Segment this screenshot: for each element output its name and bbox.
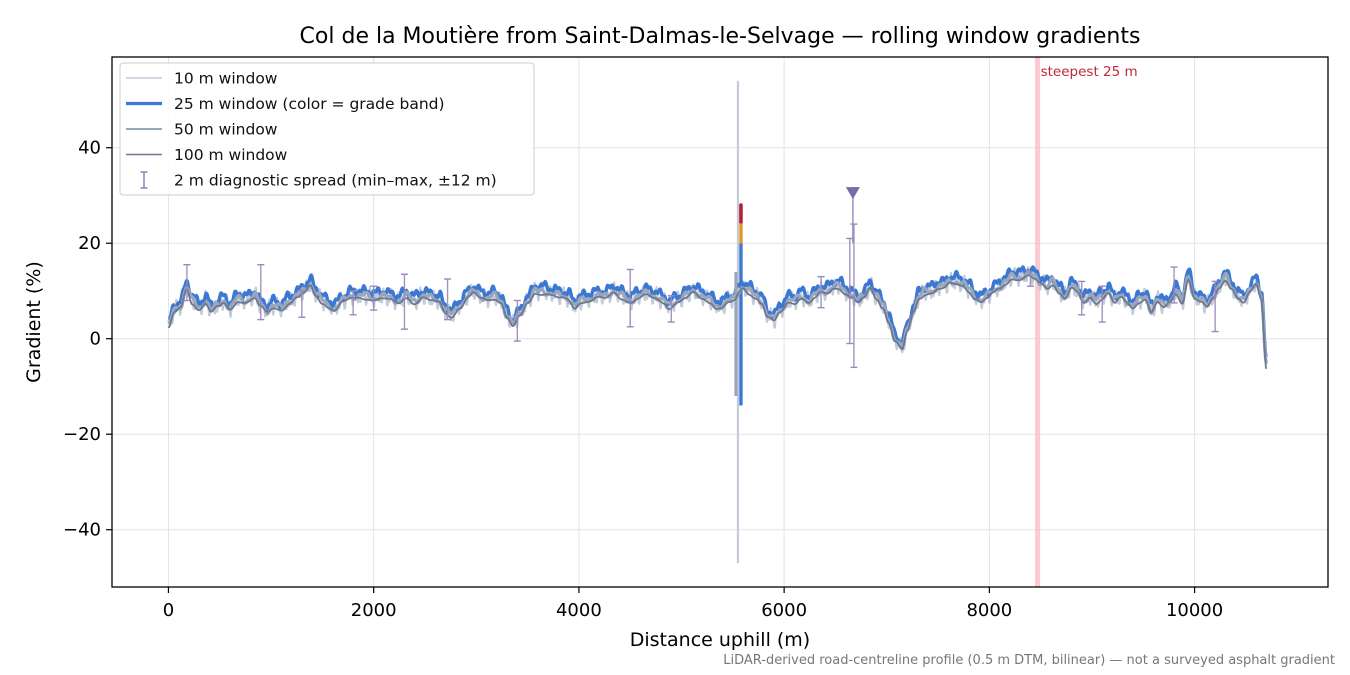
series-100m-window bbox=[167, 274, 1267, 369]
legend-label: 100 m window bbox=[174, 146, 288, 164]
x-tick-label: 8000 bbox=[966, 600, 1012, 621]
legend-label: 2 m diagnostic spread (min–max, ±12 m) bbox=[174, 172, 497, 190]
steepest-band bbox=[1035, 57, 1041, 587]
x-tick-label: 6000 bbox=[761, 600, 807, 621]
plot-frame bbox=[111, 56, 1329, 588]
y-axis-title: Gradient (%) bbox=[23, 261, 45, 383]
series-25m-window bbox=[167, 265, 1268, 358]
y-axis-ticks: −40 −20 0 20 40 bbox=[63, 138, 112, 541]
chart-title: Col de la Moutière from Saint-Dalmas-le-… bbox=[300, 24, 1141, 49]
legend: 10 m window 25 m window (color = grade ba… bbox=[119, 62, 535, 196]
legend-label: 10 m window bbox=[174, 70, 278, 88]
plot-area bbox=[167, 80, 1268, 564]
data-source-note: LiDAR-derived road-centreline profile (0… bbox=[723, 653, 1335, 668]
x-tick-label: 2000 bbox=[351, 600, 397, 621]
x-tick-label: 10000 bbox=[1166, 600, 1223, 621]
max-marker-triangle bbox=[845, 187, 860, 200]
x-axis-title: Distance uphill (m) bbox=[630, 629, 810, 651]
x-axis-ticks: 0 2000 4000 6000 8000 10000 bbox=[163, 587, 1223, 621]
y-tick-label: 20 bbox=[78, 233, 101, 254]
y-tick-label: 0 bbox=[90, 329, 101, 350]
series-10m-window bbox=[167, 266, 1267, 363]
legend-label: 25 m window (color = grade band) bbox=[174, 95, 445, 113]
x-tick-label: 4000 bbox=[556, 600, 602, 621]
y-tick-label: −20 bbox=[63, 424, 101, 445]
y-tick-label: 40 bbox=[78, 138, 101, 159]
steepest-label: steepest 25 m bbox=[1041, 64, 1138, 80]
legend-box bbox=[119, 62, 535, 196]
steepest-marker bbox=[1035, 57, 1041, 587]
legend-label: 50 m window bbox=[174, 121, 278, 139]
x-tick-label: 0 bbox=[163, 600, 174, 621]
y-tick-label: −40 bbox=[63, 520, 101, 541]
series-50m-window bbox=[167, 269, 1268, 364]
